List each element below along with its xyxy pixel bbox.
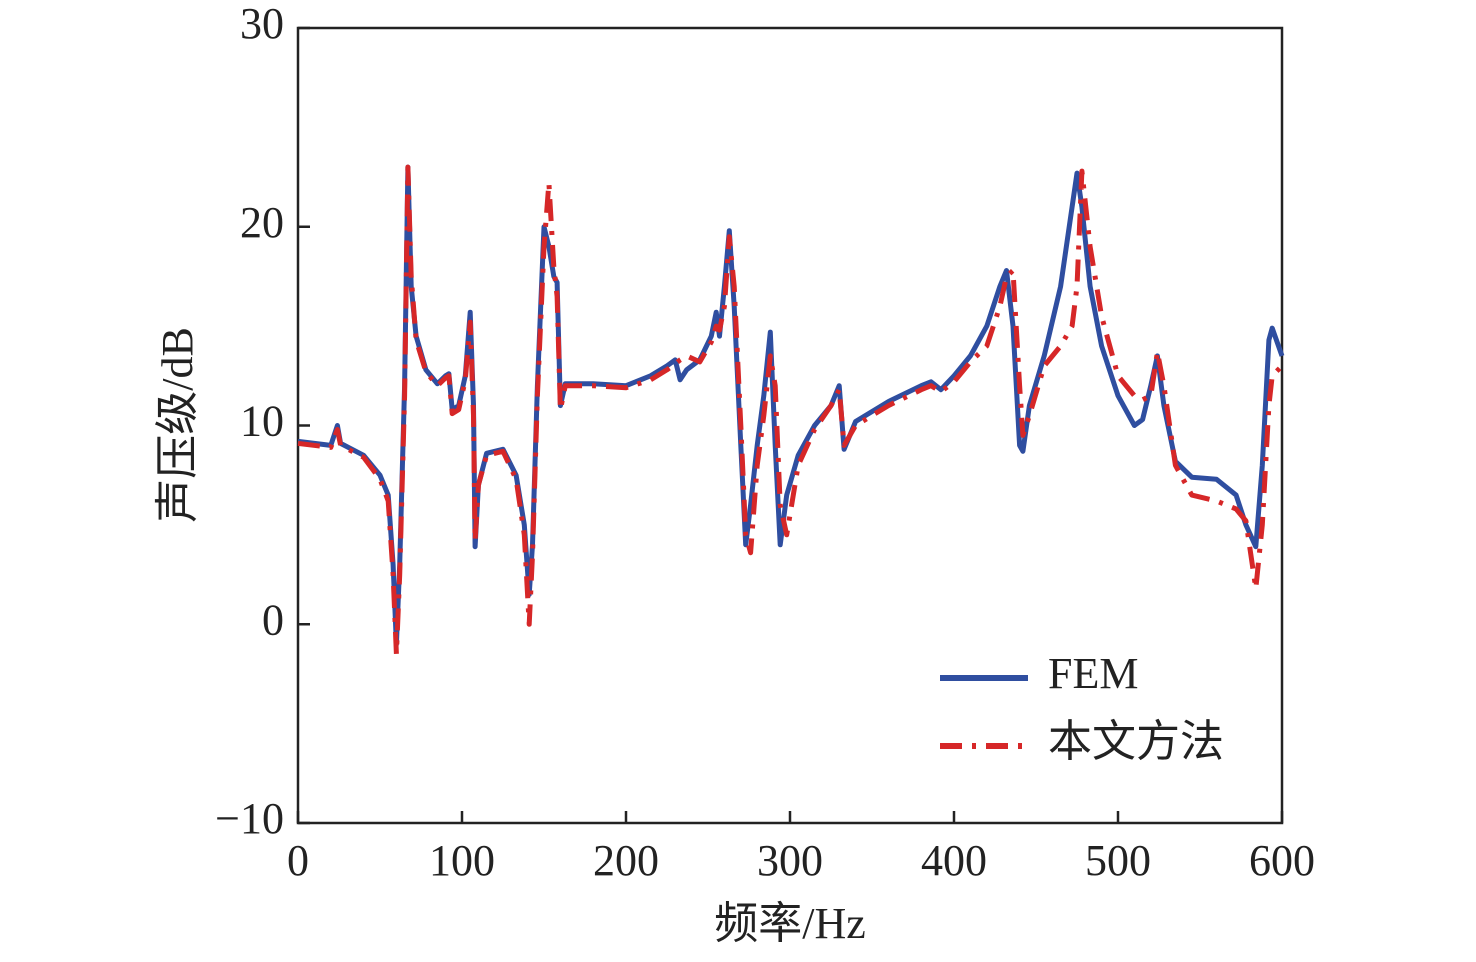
x-tick-label: 100 [429, 836, 495, 885]
legend-label: 本文方法 [1048, 717, 1224, 766]
y-tick-label: −10 [215, 794, 284, 843]
y-tick-label: 10 [240, 397, 284, 446]
x-tick-label: 300 [757, 836, 823, 885]
x-tick-label: 200 [593, 836, 659, 885]
x-tick-label: 0 [287, 836, 309, 885]
series-line [297, 164, 1284, 657]
x-axis-label: 频率/Hz [714, 899, 866, 948]
y-axis-label: 声压级/dB [153, 327, 202, 523]
x-tick-label: 400 [921, 836, 987, 885]
y-tick-label: 30 [240, 0, 284, 48]
y-tick-label: 0 [262, 595, 284, 644]
y-tick-label: 20 [240, 198, 284, 247]
x-tick-label: 500 [1085, 836, 1151, 885]
series-line [297, 164, 1285, 647]
legend-label: FEM [1048, 649, 1138, 698]
x-tick-label: 600 [1249, 836, 1315, 885]
